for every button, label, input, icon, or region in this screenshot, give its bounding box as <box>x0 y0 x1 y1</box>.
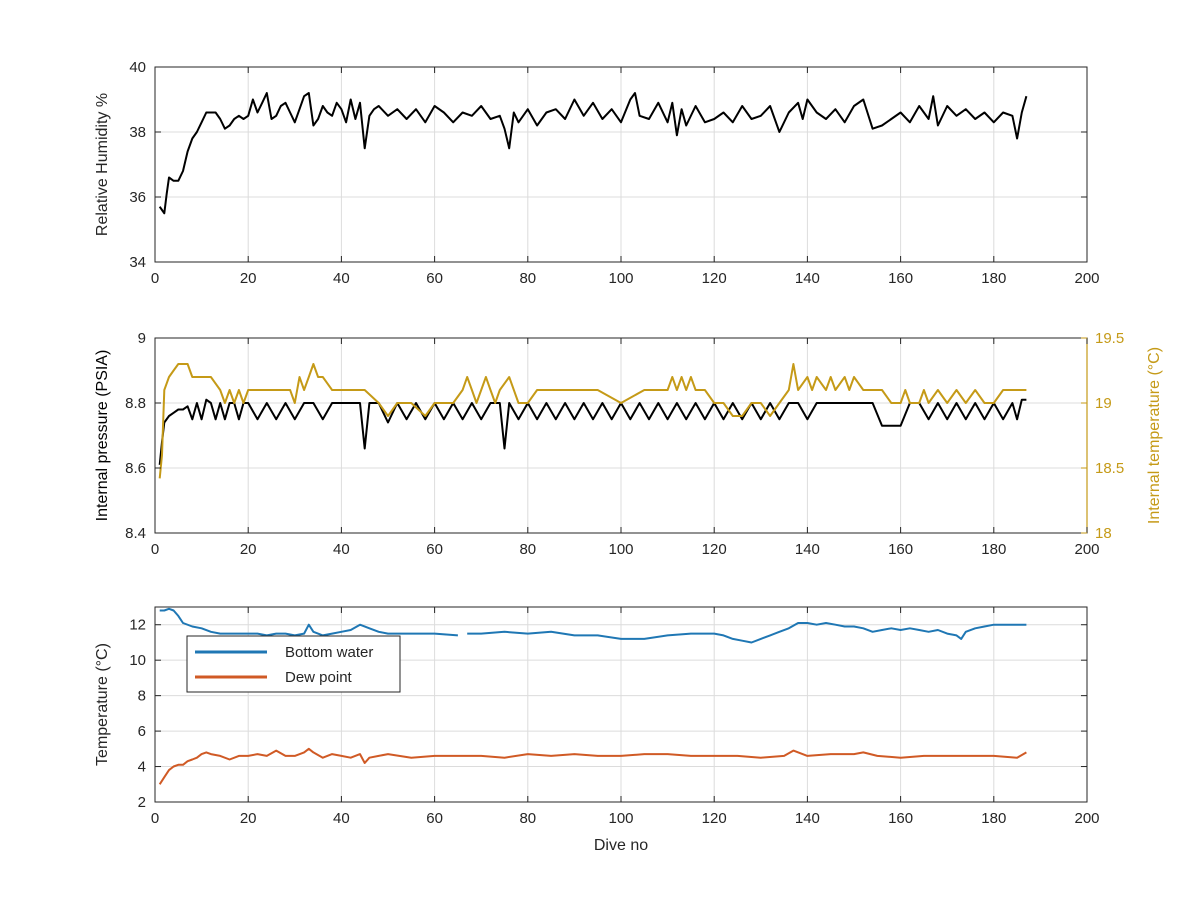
y-tick-label: 6 <box>138 723 146 740</box>
x-tick-label: 160 <box>888 810 913 827</box>
x-tick-label: 20 <box>240 541 257 558</box>
y-right-tick-label: 18 <box>1095 525 1112 542</box>
chart-panel-3: 0 20 40 60 80 100 120 140 160 180 200 2 4 6 8 10 12 Tempe… <box>94 606 1100 854</box>
chart-panel-2: 0 20 40 60 80 100 120 140 160 180 200 8.4 8.6 8.8 9 18 1… <box>94 330 1163 558</box>
y-tick-label: 12 <box>129 617 146 634</box>
y-tick-label: 4 <box>138 759 146 776</box>
y-tick-label: 8.8 <box>125 395 146 412</box>
y-tick-label: 38 <box>129 124 146 141</box>
legend: Bottom water Dew point <box>186 635 401 693</box>
series-line-1-1 <box>158 92 1028 215</box>
x-tick-label: 200 <box>1074 270 1099 287</box>
x-tick-label: 0 <box>151 270 159 287</box>
series-line-3-2 <box>158 747 1027 785</box>
x-tick-label: 60 <box>426 810 443 827</box>
x-tick-label: 120 <box>702 541 727 558</box>
x-tick-label: 60 <box>426 541 443 558</box>
legend-label-1: Bottom water <box>285 644 373 661</box>
y-tick-label: 8.4 <box>125 525 146 542</box>
x-tick-label: 160 <box>888 541 913 558</box>
legend-box <box>186 635 401 693</box>
x-tick-label: 140 <box>795 810 820 827</box>
y-tick-label: 8 <box>138 688 146 705</box>
series-line-3-1 <box>159 607 458 637</box>
x-tick-label: 40 <box>333 810 350 827</box>
y-axis-label: Relative Humidity % <box>94 93 111 236</box>
series-line-3-1 <box>467 622 1027 644</box>
x-tick-label: 60 <box>426 270 443 287</box>
x-tick-label: 20 <box>240 270 257 287</box>
x-tick-label: 100 <box>608 541 633 558</box>
y-tick-label: 8.6 <box>125 460 146 477</box>
y-tick-label: 34 <box>129 254 146 271</box>
y-axis-label-right: Internal temperature (°C) <box>1146 347 1163 524</box>
legend-label-2: Dew point <box>285 669 353 686</box>
y-tick-label: 40 <box>129 59 146 76</box>
y-axis-label: Temperature (°C) <box>94 643 111 766</box>
x-tick-label: 0 <box>151 810 159 827</box>
x-tick-label: 180 <box>981 541 1006 558</box>
x-tick-label: 100 <box>608 810 633 827</box>
x-tick-label: 80 <box>519 541 536 558</box>
x-tick-label: 120 <box>702 810 727 827</box>
y-tick-label: 36 <box>129 189 146 206</box>
x-tick-label: 40 <box>333 541 350 558</box>
series-line-2-2 <box>158 363 1027 479</box>
x-tick-label: 40 <box>333 270 350 287</box>
x-tick-label: 180 <box>981 270 1006 287</box>
y-right-tick-label: 19.5 <box>1095 330 1124 347</box>
x-tick-label: 80 <box>519 810 536 827</box>
y-right-tick-label: 19 <box>1095 395 1112 412</box>
y-right-tick-label: 18.5 <box>1095 460 1124 477</box>
x-tick-label: 20 <box>240 810 257 827</box>
x-tick-label: 100 <box>608 270 633 287</box>
x-tick-label: 140 <box>795 541 820 558</box>
y-tick-label: 9 <box>138 330 146 347</box>
x-axis-label: Dive no <box>594 837 648 854</box>
x-tick-label: 180 <box>981 810 1006 827</box>
x-tick-label: 120 <box>702 270 727 287</box>
x-tick-label: 80 <box>519 270 536 287</box>
x-tick-label: 140 <box>795 270 820 287</box>
x-tick-label: 200 <box>1074 541 1099 558</box>
y-axis-label: Internal pressure (PSIA) <box>94 350 111 522</box>
y-tick-label: 10 <box>129 652 146 669</box>
x-tick-label: 200 <box>1074 810 1099 827</box>
series-line-2-1 <box>158 398 1027 465</box>
y-tick-label: 2 <box>138 794 146 811</box>
x-tick-label: 160 <box>888 270 913 287</box>
x-tick-label: 0 <box>151 541 159 558</box>
chart-panel-1: 0 20 40 60 80 100 120 140 160 180 200 34 36 38 40 Relat… <box>94 59 1100 287</box>
chart-panels: 0 20 40 60 80 100 120 140 160 180 20034363840Relat… <box>94 59 1163 854</box>
